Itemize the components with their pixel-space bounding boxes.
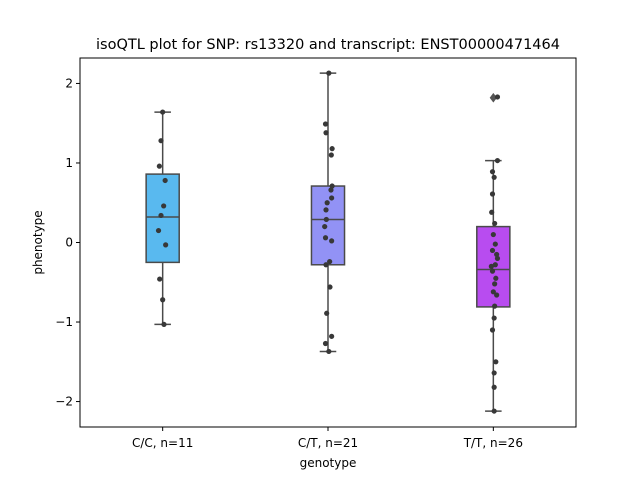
y-tick-label: −2 bbox=[55, 395, 73, 409]
data-point bbox=[329, 183, 335, 189]
data-point bbox=[329, 333, 335, 339]
data-point bbox=[155, 227, 162, 234]
x-tick-label: C/C, n=11 bbox=[132, 436, 193, 450]
data-point bbox=[323, 130, 329, 136]
data-point bbox=[329, 195, 335, 201]
data-point bbox=[489, 191, 496, 197]
x-tick-label: C/T, n=21 bbox=[298, 436, 358, 450]
data-point bbox=[491, 408, 497, 414]
data-point bbox=[488, 263, 494, 269]
data-point bbox=[328, 187, 334, 193]
data-point bbox=[323, 216, 329, 223]
y-tick-label: 1 bbox=[65, 156, 73, 170]
data-point bbox=[494, 292, 500, 298]
data-point bbox=[162, 177, 168, 184]
data-point bbox=[490, 231, 496, 238]
y-tick-label: 2 bbox=[65, 76, 73, 90]
data-point bbox=[160, 297, 166, 303]
data-point bbox=[322, 340, 329, 347]
box bbox=[310, 185, 346, 266]
x-axis-label: genotype bbox=[300, 456, 357, 470]
box-group bbox=[310, 72, 346, 353]
data-point bbox=[491, 370, 497, 376]
data-point bbox=[328, 152, 334, 158]
data-point bbox=[494, 94, 501, 100]
y-axis-label: phenotype bbox=[31, 210, 45, 274]
data-point bbox=[322, 121, 329, 127]
chart-title: isoQTL plot for SNP: rs13320 and transcr… bbox=[96, 37, 560, 53]
data-point bbox=[491, 384, 497, 390]
data-point bbox=[327, 258, 333, 265]
data-point bbox=[494, 157, 501, 164]
y-axis: −2 −1 0 1 2 bbox=[55, 76, 80, 409]
data-point bbox=[491, 174, 497, 180]
data-point bbox=[327, 284, 333, 290]
data-point bbox=[163, 242, 169, 248]
data-point bbox=[490, 289, 496, 295]
data-point bbox=[160, 109, 166, 115]
plot-area bbox=[145, 70, 511, 414]
box bbox=[145, 173, 180, 264]
plot-frame bbox=[79, 57, 577, 428]
data-point bbox=[493, 359, 499, 365]
data-point bbox=[489, 268, 496, 274]
x-tick-label: T/T, n=26 bbox=[463, 436, 523, 450]
data-point bbox=[329, 146, 335, 152]
y-tick-label: 0 bbox=[65, 236, 73, 250]
data-point bbox=[493, 275, 499, 281]
data-point bbox=[492, 303, 498, 309]
data-point bbox=[323, 262, 329, 268]
data-point bbox=[492, 220, 498, 227]
data-point bbox=[329, 238, 335, 244]
data-point bbox=[161, 203, 167, 209]
data-point bbox=[494, 255, 501, 262]
data-point bbox=[489, 247, 496, 254]
data-point bbox=[326, 348, 332, 355]
data-point bbox=[489, 209, 495, 215]
data-point bbox=[158, 212, 164, 219]
data-point bbox=[492, 281, 498, 287]
data-point bbox=[323, 207, 329, 213]
data-point bbox=[324, 310, 330, 316]
data-point bbox=[492, 262, 498, 268]
data-point bbox=[157, 276, 163, 282]
data-point bbox=[489, 327, 496, 333]
data-point bbox=[489, 169, 496, 175]
data-point bbox=[326, 70, 332, 76]
y-tick-label: −1 bbox=[55, 315, 73, 329]
data-point bbox=[322, 235, 329, 241]
x-axis: C/C, n=11 C/T, n=21 T/T, n=26 bbox=[132, 427, 523, 450]
data-point bbox=[491, 315, 497, 321]
data-point bbox=[324, 200, 330, 206]
box-group bbox=[145, 111, 180, 326]
data-point bbox=[322, 223, 328, 230]
data-point bbox=[494, 251, 500, 258]
data-point bbox=[156, 163, 162, 169]
data-point bbox=[158, 138, 164, 144]
data-point bbox=[161, 321, 167, 328]
data-point bbox=[492, 241, 498, 247]
